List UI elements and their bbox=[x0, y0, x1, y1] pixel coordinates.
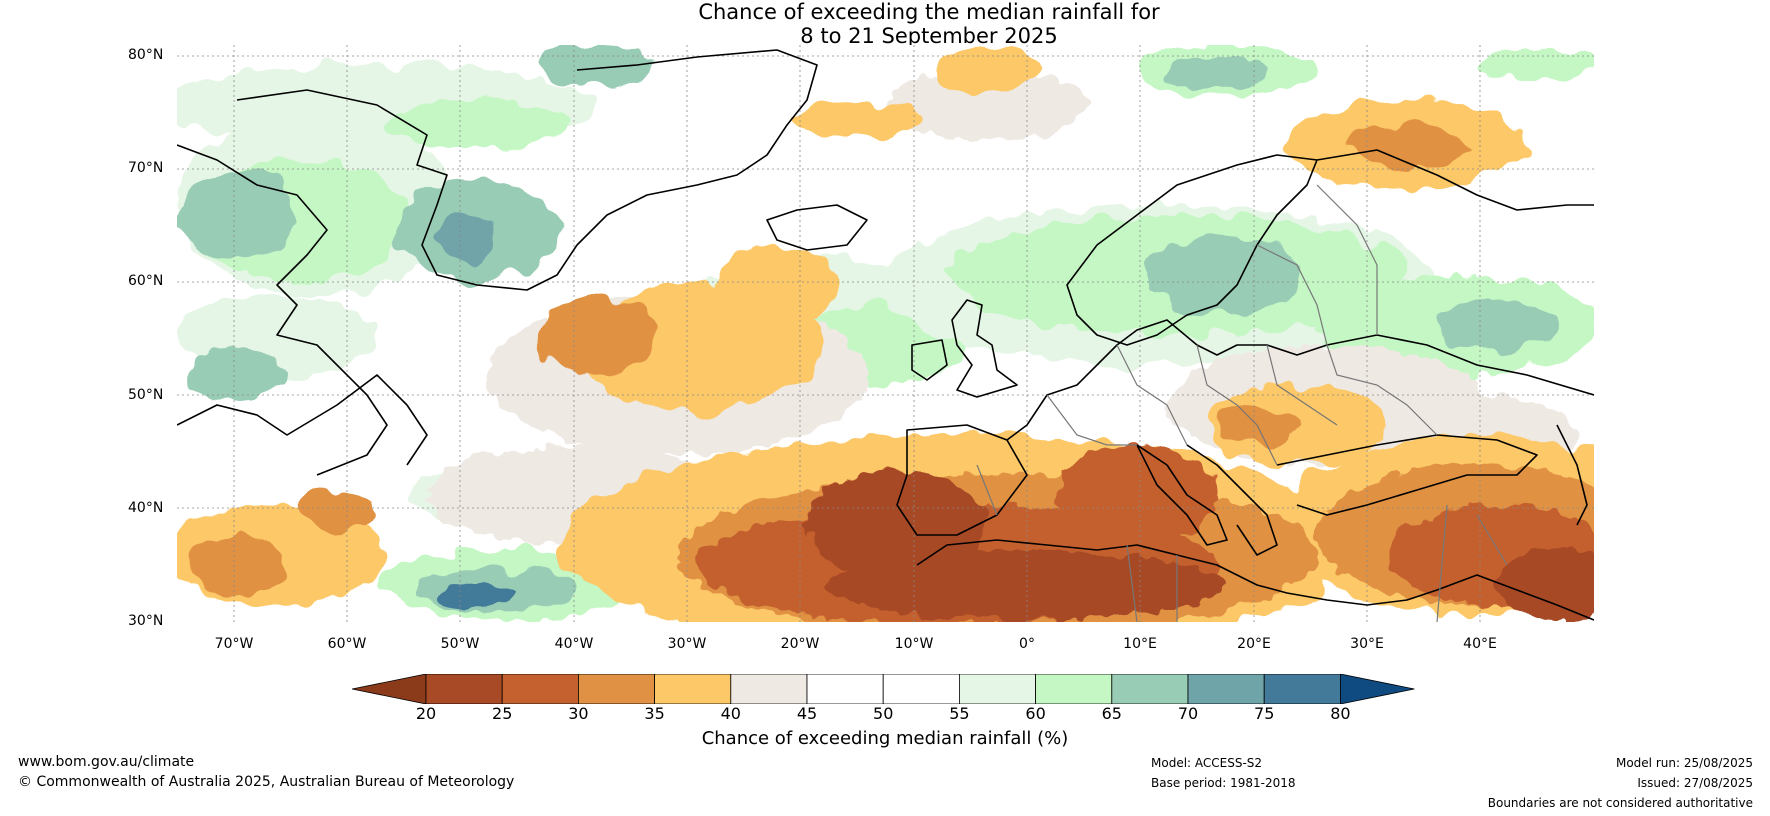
colorbar-segment bbox=[806, 674, 884, 704]
colorbar-segments bbox=[352, 674, 1415, 704]
colorbar-tick-label: 80 bbox=[1330, 704, 1351, 723]
colorbar-tick-label: 25 bbox=[492, 704, 513, 723]
strong-dry-anomaly-regions bbox=[677, 445, 1594, 622]
footer-copyright: © Commonwealth of Australia 2025, Austra… bbox=[18, 774, 515, 790]
map-title: Chance of exceeding the median rainfall … bbox=[0, 0, 1770, 48]
colorbar-segment bbox=[577, 674, 655, 704]
map-canvas bbox=[177, 45, 1594, 622]
rainfall-probability-map bbox=[177, 45, 1594, 622]
colorbar-title: Chance of exceeding median rainfall (%) bbox=[701, 728, 1069, 749]
footer-model: Model: ACCESS-S2 bbox=[1151, 756, 1263, 770]
footer-issued: Issued: 27/08/2025 bbox=[1637, 776, 1753, 790]
colorbar-segment bbox=[1263, 674, 1341, 704]
colorbar-tick-label: 60 bbox=[1025, 704, 1046, 723]
lon-label-60w: 60°W bbox=[327, 636, 367, 652]
lon-label-70w: 70°W bbox=[214, 636, 254, 652]
colorbar-segment bbox=[959, 674, 1037, 704]
national-borders bbox=[976, 184, 1508, 622]
colorbar-segment bbox=[1187, 674, 1265, 704]
colorbar-segment bbox=[501, 674, 579, 704]
colorbar-tick-label: 70 bbox=[1177, 704, 1199, 723]
lat-label-70n: 70°N bbox=[128, 160, 164, 176]
lon-label-10w: 10°W bbox=[894, 636, 934, 652]
title-line-1: Chance of exceeding the median rainfall … bbox=[698, 0, 1160, 24]
lat-label-80n: 80°N bbox=[128, 47, 164, 63]
lon-label-30w: 30°W bbox=[667, 636, 707, 652]
colorbar-segment bbox=[425, 674, 503, 704]
colorbar-tick-label: 50 bbox=[873, 704, 894, 723]
colorbar-tick-label: 20 bbox=[415, 704, 437, 723]
lon-label-40w: 40°W bbox=[554, 636, 594, 652]
footer-disclaimer: Boundaries are not considered authoritat… bbox=[1487, 796, 1753, 810]
colorbar-segment bbox=[882, 674, 960, 704]
colorbar-segment bbox=[730, 674, 808, 704]
colorbar bbox=[352, 674, 1415, 704]
colorbar-arrow-low bbox=[352, 674, 427, 704]
coastlines bbox=[177, 49, 1594, 621]
lat-label-40n: 40°N bbox=[128, 500, 164, 516]
colorbar-tick-label: 55 bbox=[949, 704, 970, 723]
footer-website: www.bom.gov.au/climate bbox=[18, 754, 195, 770]
colorbar-segment bbox=[1111, 674, 1189, 704]
colorbar-segment bbox=[654, 674, 732, 704]
lon-label-20e: 20°E bbox=[1237, 636, 1271, 652]
footer-model-run: Model run: 25/08/2025 bbox=[1615, 756, 1753, 770]
colorbar-tick-label: 65 bbox=[1101, 704, 1122, 723]
colorbar-tick-label: 75 bbox=[1254, 704, 1275, 723]
lat-label-30n: 30°N bbox=[128, 613, 164, 629]
lon-label-40e: 40°E bbox=[1463, 636, 1497, 652]
colorbar-tick-label: 45 bbox=[796, 704, 818, 723]
lat-label-60n: 60°N bbox=[128, 273, 164, 289]
lon-label-20w: 20°W bbox=[780, 636, 820, 652]
title-line-2: 8 to 21 September 2025 bbox=[800, 24, 1058, 48]
colorbar-tick-label: 35 bbox=[644, 704, 665, 723]
lon-label-0: 0° bbox=[1019, 636, 1035, 652]
lon-label-50w: 50°W bbox=[440, 636, 480, 652]
footer-base-period: Base period: 1981-2018 bbox=[1151, 776, 1296, 790]
lon-label-10e: 10°E bbox=[1123, 636, 1157, 652]
lat-label-50n: 50°N bbox=[128, 387, 164, 403]
colorbar-arrow-high bbox=[1340, 674, 1415, 704]
colorbar-tick-label: 40 bbox=[720, 704, 741, 723]
colorbar-segment bbox=[1035, 674, 1113, 704]
lon-label-30e: 30°E bbox=[1350, 636, 1384, 652]
colorbar-tick-label: 30 bbox=[568, 704, 589, 723]
